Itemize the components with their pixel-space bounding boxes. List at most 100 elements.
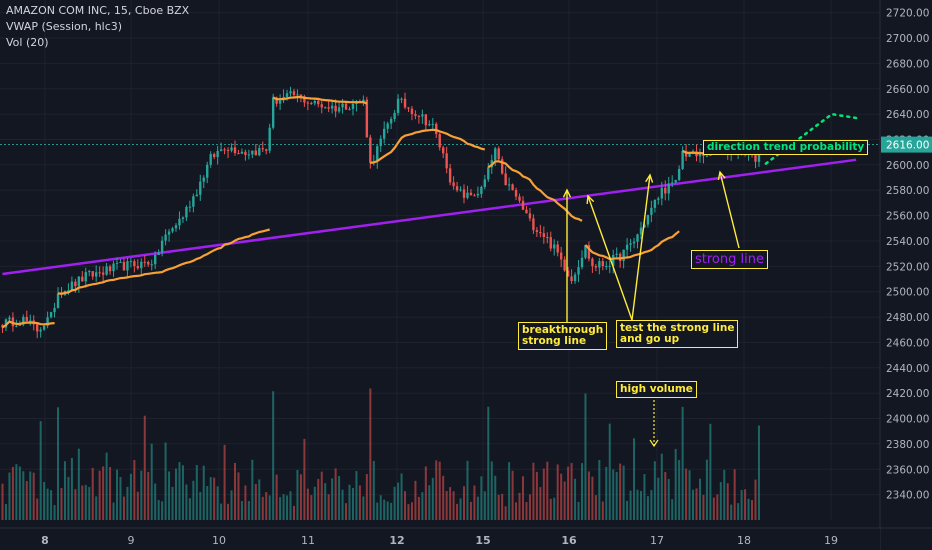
volume-bar bbox=[265, 492, 268, 520]
volume-bar bbox=[445, 491, 448, 520]
volume-bar bbox=[719, 482, 722, 520]
volume-bar bbox=[60, 488, 63, 520]
volume-bar bbox=[119, 476, 122, 520]
volume-bar bbox=[442, 475, 445, 520]
volume-bar bbox=[365, 473, 368, 520]
volume-bar bbox=[63, 461, 66, 520]
candle bbox=[653, 199, 657, 208]
candle bbox=[351, 103, 355, 109]
candle bbox=[507, 184, 511, 186]
volume-bar bbox=[563, 481, 566, 520]
candle bbox=[698, 152, 702, 157]
volume-bar bbox=[723, 469, 726, 520]
volume-bar bbox=[549, 498, 552, 520]
volume-bar bbox=[456, 503, 459, 520]
candle bbox=[594, 266, 598, 268]
candle bbox=[573, 274, 577, 282]
volume-bar bbox=[754, 479, 757, 520]
candle bbox=[664, 187, 667, 194]
candle bbox=[15, 325, 18, 327]
volume-bar bbox=[67, 476, 70, 520]
candle bbox=[223, 149, 226, 151]
volume-bar bbox=[688, 470, 691, 520]
volume-bar bbox=[192, 480, 195, 520]
candle bbox=[230, 147, 233, 151]
last-price-label: 2616.00 bbox=[886, 140, 929, 152]
volume-bar bbox=[577, 501, 580, 520]
volume-bar bbox=[483, 491, 486, 520]
candle bbox=[511, 184, 514, 191]
candle bbox=[67, 290, 70, 292]
candle bbox=[646, 214, 650, 225]
candle bbox=[18, 324, 22, 326]
volume-bar bbox=[122, 496, 125, 520]
candle bbox=[251, 150, 254, 155]
candle bbox=[546, 237, 549, 239]
volume-bar bbox=[733, 469, 736, 520]
volume-bar bbox=[643, 474, 646, 520]
candle bbox=[39, 329, 42, 332]
candle bbox=[285, 93, 289, 97]
candle bbox=[53, 307, 56, 313]
candle bbox=[98, 272, 101, 274]
candle bbox=[591, 258, 594, 267]
direction-trend-label: direction trend probability bbox=[703, 140, 869, 155]
volume-bar bbox=[605, 466, 608, 520]
candle bbox=[199, 181, 202, 195]
candle bbox=[195, 194, 199, 197]
volume-bar bbox=[428, 485, 431, 520]
price-tick-label: 2720.00 bbox=[886, 8, 929, 20]
candle bbox=[8, 317, 11, 320]
candle bbox=[178, 218, 181, 226]
vwap-segment bbox=[272, 95, 368, 105]
volume-bar bbox=[438, 461, 441, 520]
candle bbox=[473, 195, 476, 197]
vwap-legend: VWAP (Session, hlc3) bbox=[6, 20, 123, 33]
volume-bar bbox=[213, 477, 216, 520]
volume-bar bbox=[612, 469, 615, 520]
price-tick-label: 2440.00 bbox=[886, 363, 929, 375]
vwap-segment bbox=[370, 128, 486, 164]
volume-bar bbox=[320, 471, 323, 520]
candle bbox=[393, 112, 396, 119]
candle bbox=[615, 253, 618, 255]
volume-bar bbox=[36, 498, 39, 520]
volume-bar bbox=[466, 460, 469, 520]
candle bbox=[119, 261, 122, 263]
volume-bar bbox=[223, 444, 226, 520]
volume-bar bbox=[112, 502, 115, 520]
volume-bar bbox=[98, 470, 101, 520]
candle bbox=[327, 107, 330, 109]
candle bbox=[549, 237, 552, 249]
volume-bar bbox=[598, 459, 601, 520]
candle bbox=[22, 316, 25, 325]
price-tick-label: 2340.00 bbox=[886, 490, 929, 502]
candle bbox=[88, 271, 91, 273]
volume-bar bbox=[209, 477, 212, 520]
candle bbox=[49, 312, 53, 318]
candle bbox=[181, 217, 185, 219]
volume-bar bbox=[254, 484, 257, 520]
volume-bar bbox=[230, 490, 233, 520]
volume-bar bbox=[608, 423, 611, 520]
volume-bar bbox=[404, 491, 407, 520]
volume-bar bbox=[154, 483, 157, 520]
time-tick-label: 19 bbox=[824, 534, 838, 547]
last-price-badge bbox=[881, 136, 932, 153]
volume-bar bbox=[136, 491, 139, 520]
candle bbox=[289, 91, 292, 94]
candle bbox=[171, 228, 174, 232]
candle bbox=[414, 114, 417, 116]
candle bbox=[192, 196, 195, 207]
volume-bar bbox=[681, 406, 684, 520]
candle bbox=[226, 149, 230, 151]
volume-bar bbox=[261, 496, 264, 520]
candle bbox=[101, 272, 105, 275]
volume-bar bbox=[8, 472, 11, 520]
candle bbox=[448, 168, 452, 183]
candle bbox=[632, 241, 636, 244]
candle bbox=[278, 100, 282, 104]
price-tick-label: 2480.00 bbox=[886, 312, 929, 324]
